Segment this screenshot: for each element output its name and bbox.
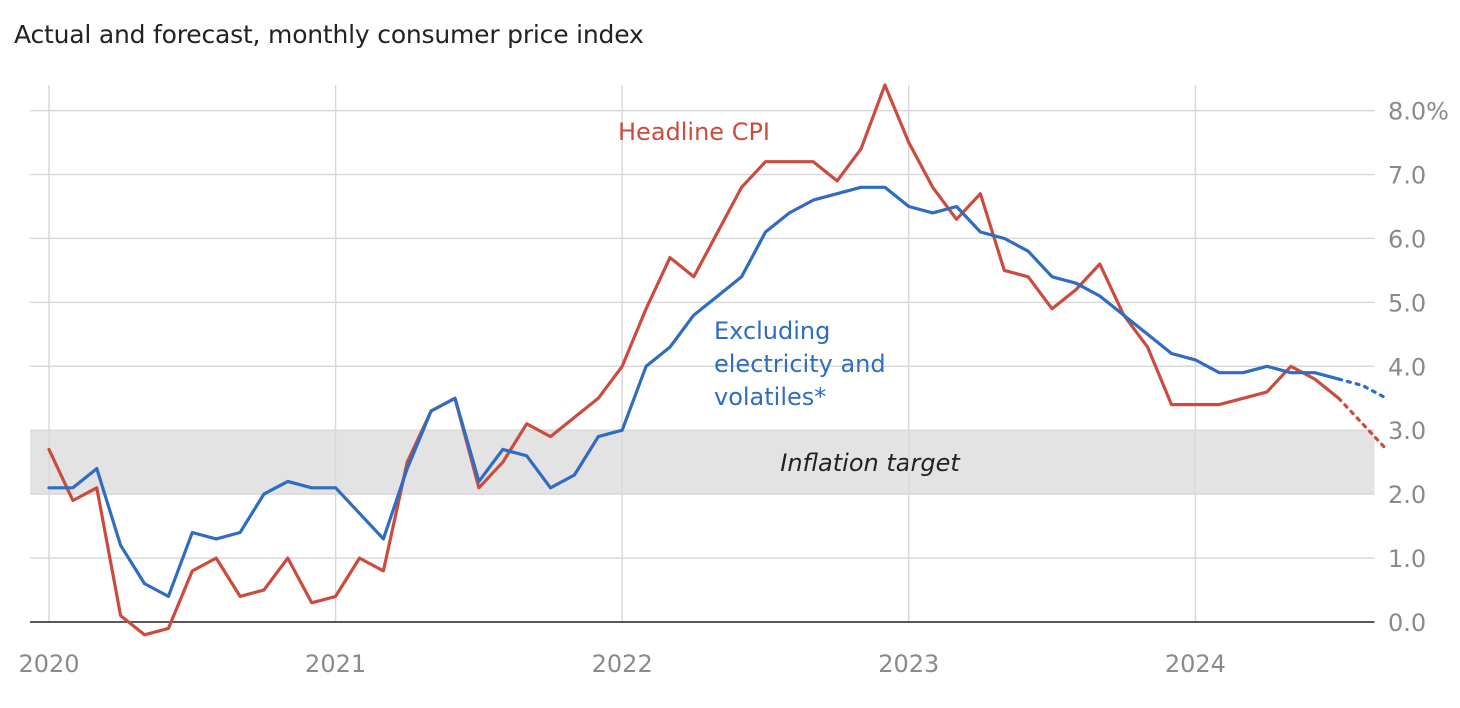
chart-title: Actual and forecast, monthly consumer pr… <box>14 20 644 49</box>
y-tick-label: 1.0 <box>1388 545 1426 573</box>
headline-cpi-forecast-line <box>1337 396 1389 451</box>
y-tick-label: 7.0 <box>1388 162 1426 190</box>
inflation-target-band: Inflation target <box>30 430 1375 495</box>
core-cpi-line <box>47 185 1341 599</box>
core-cpi-label-line: Excluding <box>714 317 830 345</box>
x-tick-label: 2021 <box>305 650 366 678</box>
core-cpi-label-line: volatiles* <box>714 383 826 411</box>
axes: 0.0 1.0 2.0 3.0 4.0 5.0 6.0 7.0 8.0% 2020 2021 2022… <box>18 98 1449 678</box>
inflation-target-rect <box>30 430 1375 495</box>
x-tick-label: 2020 <box>18 650 79 678</box>
x-tick-label: 2024 <box>1165 650 1226 678</box>
y-tick-label: 0.0 <box>1388 609 1426 637</box>
y-tick-label: 2.0 <box>1388 481 1426 509</box>
series-lines <box>47 83 1389 637</box>
inflation-target-label: Inflation target <box>780 449 961 477</box>
y-tick-label: 8.0% <box>1388 98 1449 126</box>
x-tick-label: 2023 <box>878 650 939 678</box>
y-tick-label: 3.0 <box>1388 417 1426 445</box>
x-tick-label: 2022 <box>592 650 653 678</box>
core-cpi-label-line: electricity and <box>714 350 886 378</box>
y-tick-label: 4.0 <box>1388 353 1426 381</box>
gridlines <box>30 85 1375 622</box>
core-cpi-forecast-line <box>1337 377 1389 400</box>
headline-cpi-label: Headline CPI <box>618 118 770 146</box>
series-labels: Headline CPI Excluding electricity and vola… <box>618 118 886 411</box>
y-tick-label: 6.0 <box>1388 225 1426 253</box>
headline-cpi-line <box>47 83 1341 637</box>
y-tick-label: 5.0 <box>1388 289 1426 317</box>
